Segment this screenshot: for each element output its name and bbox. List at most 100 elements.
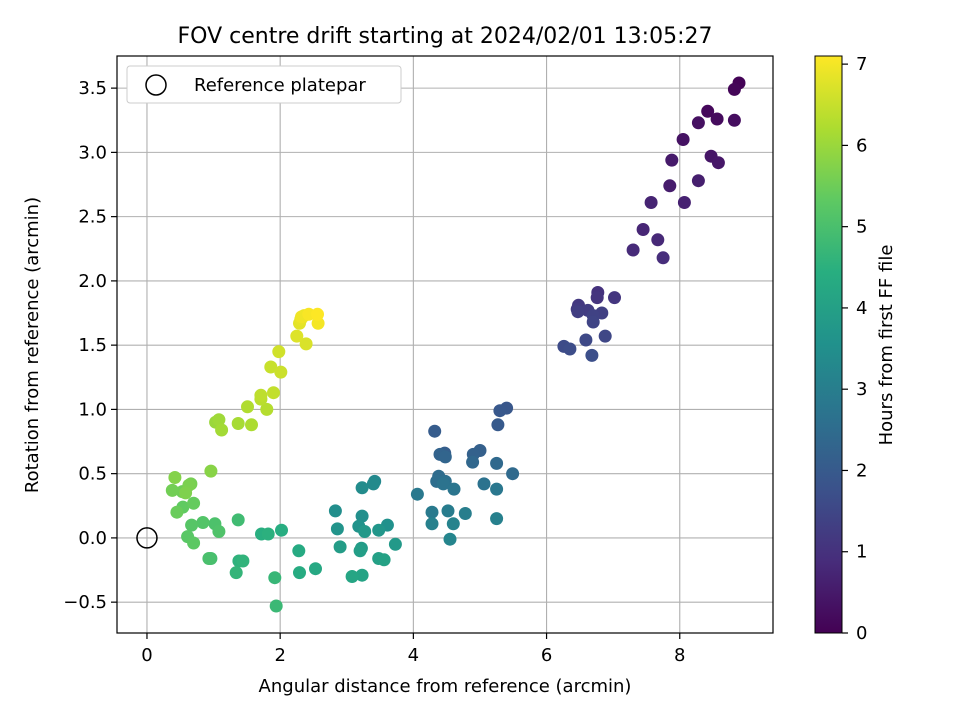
data-point <box>355 509 369 523</box>
x-tick-label: 0 <box>141 645 152 666</box>
data-point <box>677 196 691 209</box>
data-point <box>231 513 245 527</box>
data-point <box>272 345 286 359</box>
data-point <box>598 329 612 343</box>
data-point <box>491 418 505 432</box>
data-point <box>656 251 670 265</box>
data-point <box>241 400 254 414</box>
data-point <box>579 333 593 347</box>
data-point <box>636 223 650 236</box>
data-point <box>425 505 439 519</box>
colorbar-tick-label: 0 <box>856 623 867 644</box>
data-point <box>215 423 229 437</box>
data-point <box>490 456 504 470</box>
data-point <box>231 417 245 430</box>
data-point <box>264 360 278 374</box>
y-axis-label: Rotation from reference (arcmin) <box>22 197 43 493</box>
colorbar-tick-label: 3 <box>856 379 867 400</box>
data-point <box>410 487 424 501</box>
data-point <box>229 566 243 580</box>
data-point <box>236 554 250 568</box>
data-point <box>377 553 391 567</box>
data-point <box>691 116 705 130</box>
plot-frame <box>116 55 774 634</box>
data-point <box>711 156 725 170</box>
x-tick-label: 8 <box>674 645 685 666</box>
data-point <box>267 386 280 400</box>
data-point <box>571 305 585 319</box>
data-point <box>590 291 604 305</box>
x-axis-ticks: 0 2 4 6 8 <box>141 633 685 666</box>
data-points <box>165 76 746 613</box>
data-point <box>299 337 313 351</box>
data-point <box>355 568 369 582</box>
data-point <box>727 113 741 127</box>
data-point <box>187 496 201 510</box>
data-point <box>204 464 218 478</box>
data-point <box>355 481 369 495</box>
y-tick-label: −0.5 <box>63 592 107 613</box>
x-axis-label: Angular distance from reference (arcmin) <box>259 676 632 697</box>
colorbar-ticks: 0 1 2 3 4 5 6 7 <box>842 54 867 644</box>
reference-platepar-marker <box>136 527 158 549</box>
data-point <box>458 507 472 520</box>
colorbar-tick-label: 5 <box>856 217 867 238</box>
data-point <box>446 517 460 531</box>
data-point <box>185 518 199 532</box>
data-point <box>608 291 621 305</box>
chart-title: FOV centre drift starting at 2024/02/01 … <box>178 24 713 49</box>
y-tick-label: 2.5 <box>78 207 107 228</box>
data-point <box>727 82 741 96</box>
y-tick-label: 1.5 <box>78 335 107 356</box>
data-point <box>353 544 367 558</box>
data-point <box>493 404 507 418</box>
data-point <box>275 523 288 537</box>
data-point <box>428 424 442 438</box>
data-point <box>187 536 201 550</box>
y-tick-label: 3.5 <box>78 78 107 99</box>
grid <box>117 56 773 633</box>
colorbar-tick-label: 1 <box>856 542 867 563</box>
data-point <box>447 482 461 496</box>
data-point <box>311 307 324 321</box>
colorbar-gradient <box>814 55 843 634</box>
data-point <box>179 486 193 500</box>
data-point <box>330 522 344 536</box>
data-point <box>388 537 402 551</box>
colorbar: 0 1 2 3 4 5 6 7 Hours from first FF file <box>814 54 897 644</box>
data-point <box>366 477 380 491</box>
data-point <box>710 112 724 126</box>
data-point <box>290 329 304 343</box>
colorbar-tick-label: 4 <box>856 298 867 319</box>
data-point <box>563 342 577 356</box>
data-point <box>425 517 439 531</box>
y-tick-label: 2.0 <box>78 271 107 292</box>
data-point <box>466 455 480 469</box>
data-point <box>333 540 347 554</box>
y-tick-label: 3.0 <box>78 142 107 163</box>
data-point <box>358 525 372 538</box>
colorbar-tick-label: 7 <box>856 54 867 75</box>
data-point <box>651 233 665 247</box>
data-point <box>490 512 504 526</box>
data-point <box>196 516 210 529</box>
data-point <box>170 505 184 519</box>
data-point <box>345 570 359 583</box>
data-point <box>626 243 640 257</box>
data-point <box>202 552 216 565</box>
data-point <box>490 482 504 496</box>
data-point <box>309 562 322 576</box>
data-point <box>665 153 679 167</box>
data-point <box>477 477 491 491</box>
x-tick-label: 6 <box>541 645 552 666</box>
data-point <box>585 348 599 362</box>
y-tick-label: 1.0 <box>78 399 107 420</box>
data-point <box>663 179 677 193</box>
legend: Reference platepar <box>126 65 402 104</box>
data-point <box>644 196 658 209</box>
data-point <box>586 315 600 329</box>
data-point <box>212 413 226 427</box>
colorbar-tick-label: 6 <box>856 135 867 156</box>
data-point <box>254 388 268 402</box>
data-point <box>328 504 342 518</box>
